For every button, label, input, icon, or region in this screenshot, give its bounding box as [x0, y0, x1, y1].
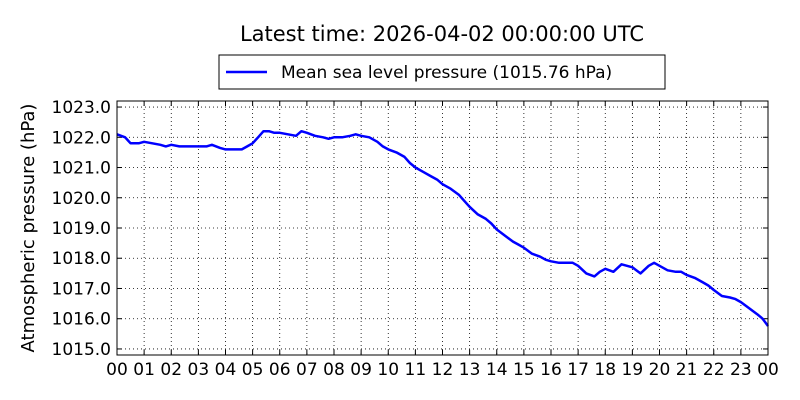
y-tick-label: 1022.0: [52, 128, 111, 148]
x-tick-label: 14: [486, 360, 508, 380]
x-tick-label: 18: [594, 360, 616, 380]
x-tick-label: 06: [269, 360, 291, 380]
x-tick-label: 11: [405, 360, 427, 380]
x-tick-label: 10: [377, 360, 399, 380]
x-tick-label: 19: [622, 360, 644, 380]
x-tick-label: 23: [730, 360, 752, 380]
x-tick-label: 15: [513, 360, 535, 380]
x-tick-labels: 00 01 02 03 04 05 06 07 08 09 10 11 12 13 14 15 16 17 18 19…: [106, 360, 779, 380]
x-tick-label: 21: [676, 360, 698, 380]
y-axis-label: Atmospheric pressure (hPa): [18, 104, 39, 353]
y-tick-label: 1019.0: [52, 219, 111, 239]
axis-ticks: [116, 101, 769, 355]
x-tick-label: 07: [296, 360, 318, 380]
x-tick-label: 16: [540, 360, 562, 380]
y-tick-labels: 1015.0 1016.0 1017.0 1018.0 1019.0 1020.0 1021…: [52, 98, 111, 360]
x-tick-label: 01: [133, 360, 155, 380]
y-tick-label: 1020.0: [52, 189, 111, 209]
y-tick-label: 1016.0: [52, 310, 111, 330]
legend-label: Mean sea level pressure (1015.76 hPa): [281, 63, 612, 83]
y-tick-label: 1017.0: [52, 279, 111, 299]
x-tick-label: 02: [160, 360, 182, 380]
x-tick-label: 17: [567, 360, 589, 380]
x-tick-label: 08: [323, 360, 345, 380]
legend-box: [218, 54, 666, 90]
x-tick-label: 03: [188, 360, 210, 380]
x-tick-label: 05: [242, 360, 264, 380]
y-tick-label: 1021.0: [52, 159, 111, 179]
x-tick-label: 09: [350, 360, 372, 380]
y-tick-label: 1023.0: [52, 98, 111, 118]
x-tick-label: 22: [703, 360, 725, 380]
plot-area-frame: [116, 100, 769, 356]
series-line-mean-sea-level-pressure: [116, 129, 770, 327]
y-tick-label: 1018.0: [52, 249, 111, 269]
x-tick-label: 04: [215, 360, 237, 380]
x-tick-label: 13: [459, 360, 481, 380]
x-tick-label: 12: [432, 360, 454, 380]
x-tick-label: 00: [106, 360, 128, 380]
y-tick-label: 1015.0: [52, 340, 111, 360]
x-tick-label: 00: [757, 360, 779, 380]
chart-title: Latest time: 2026-04-02 00:00:00 UTC: [240, 22, 644, 46]
grid-lines: [117, 101, 768, 355]
x-tick-label: 20: [649, 360, 671, 380]
chart-legend: Mean sea level pressure (1015.76 hPa): [218, 54, 666, 90]
